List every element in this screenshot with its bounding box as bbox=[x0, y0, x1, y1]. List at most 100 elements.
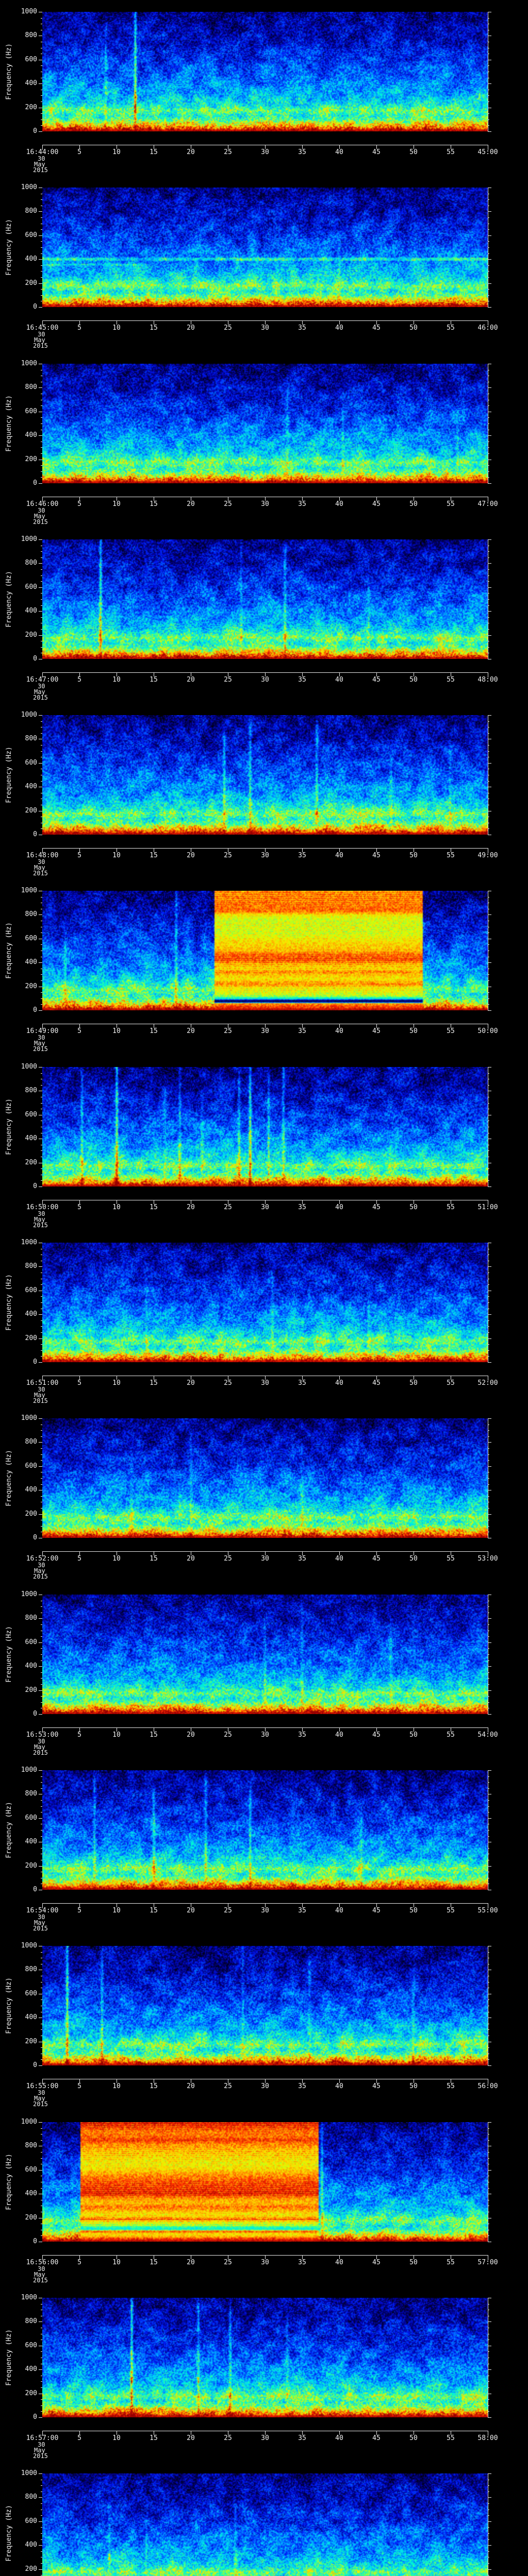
date-label-line: May bbox=[34, 864, 45, 871]
x-tick-label: 40 bbox=[335, 852, 343, 859]
y-tick-label: 600 bbox=[25, 1638, 37, 1646]
x-major-tick bbox=[302, 1904, 303, 1907]
x-tick-label: 50 bbox=[409, 1731, 418, 1739]
y-tick-label: 0 bbox=[33, 655, 37, 663]
y-minor-tick-left bbox=[41, 1484, 42, 1485]
y-minor-tick-left bbox=[41, 1350, 42, 1351]
y-minor-tick-left bbox=[41, 551, 42, 552]
y-minor-tick-left bbox=[41, 2405, 42, 2406]
y-axis-title: Frequency (Hz) bbox=[5, 219, 13, 276]
y-minor-tick-right bbox=[488, 1848, 489, 1849]
x-tick-label: 25 bbox=[224, 324, 232, 332]
y-tick-label: 600 bbox=[25, 2165, 37, 2174]
date-label-line: 2015 bbox=[33, 2100, 48, 2108]
x-major-tick bbox=[79, 849, 80, 852]
date-label-line: 30 bbox=[38, 507, 45, 514]
y-minor-tick-left bbox=[41, 65, 42, 66]
y-minor-tick-right bbox=[488, 265, 489, 266]
x-major-tick bbox=[79, 1376, 80, 1380]
y-minor-tick-left bbox=[41, 241, 42, 242]
y-tick-label: 400 bbox=[25, 1486, 37, 1494]
y-axis-title: Frequency (Hz) bbox=[5, 571, 13, 628]
y-minor-tick-right bbox=[488, 2399, 489, 2400]
spectrogram-image bbox=[42, 1067, 488, 1187]
x-major-tick bbox=[265, 2256, 266, 2259]
y-tick-label: 600 bbox=[25, 583, 37, 591]
x-axis-start-time-label: 16:47:00 bbox=[26, 676, 59, 684]
x-tick-label: 55 bbox=[447, 1731, 455, 1739]
x-major-tick bbox=[42, 1024, 43, 1029]
x-tick-label: 10 bbox=[112, 852, 121, 859]
x-major-tick bbox=[302, 849, 303, 852]
y-tick-label: 1000 bbox=[21, 1766, 37, 1774]
x-major-tick bbox=[79, 1200, 80, 1204]
x-tick-label: 25 bbox=[224, 1555, 232, 1563]
y-major-tick-left bbox=[39, 2417, 42, 2418]
y-minor-tick-left bbox=[41, 2158, 42, 2159]
x-major-tick bbox=[302, 1200, 303, 1204]
x-axis-start-time-label: 16:52:00 bbox=[26, 1555, 59, 1563]
y-major-tick-right bbox=[488, 1666, 491, 1667]
y-minor-tick-left bbox=[41, 2047, 42, 2048]
x-axis-start-time-label: 16:57:00 bbox=[26, 2434, 59, 2442]
date-label-line: 2015 bbox=[33, 2277, 48, 2284]
y-tick-label: 800 bbox=[25, 207, 37, 215]
x-major-tick bbox=[376, 1552, 377, 1555]
x-major-tick bbox=[302, 1376, 303, 1380]
y-minor-tick-right bbox=[488, 1952, 489, 1953]
date-label-line: May bbox=[34, 688, 45, 696]
x-tick-label: 5 bbox=[77, 676, 81, 684]
y-minor-tick-left bbox=[41, 1436, 42, 1437]
x-tick-label: 50 bbox=[409, 500, 418, 508]
y-minor-tick-right bbox=[488, 1526, 489, 1527]
y-minor-tick-left bbox=[41, 647, 42, 648]
y-major-tick-right bbox=[488, 1362, 491, 1363]
x-axis-start-time-label: 16:46:00 bbox=[26, 500, 59, 508]
x-major-tick bbox=[42, 673, 43, 677]
y-axis-title: Frequency (Hz) bbox=[5, 1098, 13, 1155]
y-minor-tick-left bbox=[41, 1788, 42, 1789]
y-major-tick-left bbox=[39, 387, 42, 388]
x-tick-label: 55 bbox=[447, 2259, 455, 2266]
y-major-tick-right bbox=[488, 2497, 491, 2498]
date-label-line: 30 bbox=[38, 1738, 45, 1745]
y-minor-tick-left bbox=[41, 781, 42, 782]
y-minor-tick-left bbox=[41, 980, 42, 981]
y-minor-tick-left bbox=[41, 1460, 42, 1461]
x-major-tick bbox=[265, 1552, 266, 1555]
y-tick-label: 400 bbox=[25, 79, 37, 88]
y-major-tick-left bbox=[39, 435, 42, 436]
x-tick-label: 25 bbox=[224, 2082, 232, 2090]
y-major-tick-right bbox=[488, 2122, 491, 2123]
x-tick-label: 40 bbox=[335, 1907, 343, 1914]
y-minor-tick-right bbox=[488, 599, 489, 600]
y-major-tick-left bbox=[39, 1666, 42, 1667]
y-minor-tick-right bbox=[488, 980, 489, 981]
x-tick-label: 50 bbox=[409, 324, 418, 332]
y-minor-tick-right bbox=[488, 1654, 489, 1655]
x-tick-label: 40 bbox=[335, 1555, 343, 1563]
spectrogram-panel-164800: Frequency (Hz) 16:48:00 49:00 1000 800 600… bbox=[0, 703, 528, 879]
x-tick-label: 5 bbox=[77, 2082, 81, 2090]
y-minor-tick-left bbox=[41, 1496, 42, 1497]
y-minor-tick-right bbox=[488, 1436, 489, 1437]
y-tick-label: 200 bbox=[25, 806, 37, 815]
y-minor-tick-right bbox=[488, 1344, 489, 1345]
y-minor-tick-right bbox=[488, 65, 489, 66]
date-label-line: 30 bbox=[38, 2089, 45, 2096]
date-label-line: 30 bbox=[38, 1210, 45, 1217]
y-minor-tick-right bbox=[488, 125, 489, 126]
y-minor-tick-left bbox=[41, 1800, 42, 1801]
y-tick-label: 0 bbox=[33, 127, 37, 135]
y-minor-tick-left bbox=[41, 2485, 42, 2486]
y-tick-label: 200 bbox=[25, 631, 37, 639]
y-tick-label: 200 bbox=[25, 103, 37, 111]
y-major-tick-right bbox=[488, 2521, 491, 2522]
y-tick-label: 1000 bbox=[21, 1063, 37, 1071]
y-minor-tick-right bbox=[488, 1168, 489, 1169]
y-major-tick-right bbox=[488, 483, 491, 484]
x-tick-label: 50 bbox=[409, 1204, 418, 1211]
y-major-tick-right bbox=[488, 2170, 491, 2171]
x-tick-label: 55 bbox=[447, 2434, 455, 2442]
x-tick-label: 10 bbox=[112, 2434, 121, 2442]
